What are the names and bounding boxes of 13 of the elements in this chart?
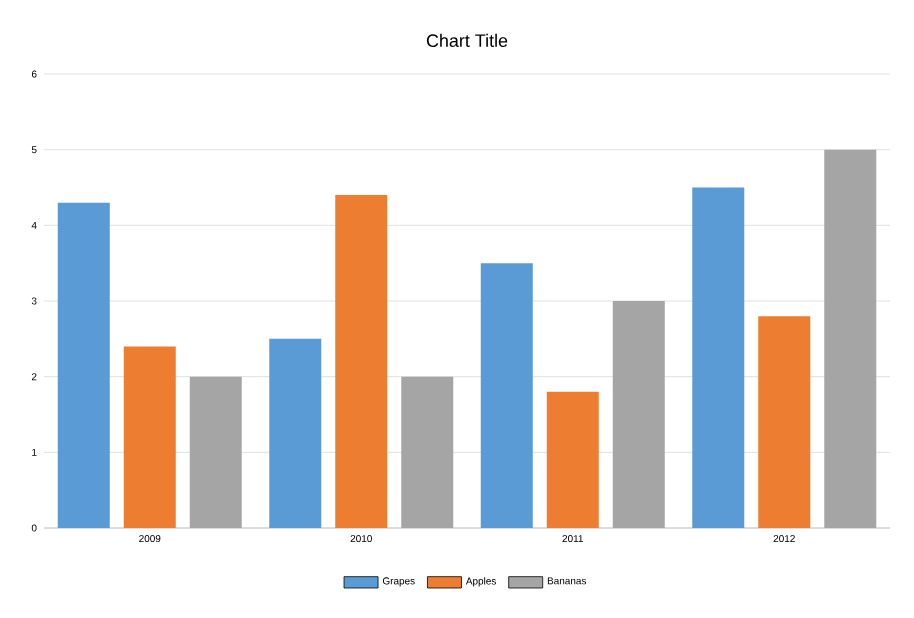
bar [269,338,322,528]
bar [824,149,877,528]
bar [546,391,599,528]
bar [758,316,811,528]
bar [612,301,665,528]
bar [335,195,388,528]
bar [57,202,110,528]
bar [692,187,745,528]
chart-title: Chart Title [426,33,508,48]
bar [189,376,242,528]
bar [401,376,454,528]
bar [123,346,176,528]
bar [480,263,533,528]
